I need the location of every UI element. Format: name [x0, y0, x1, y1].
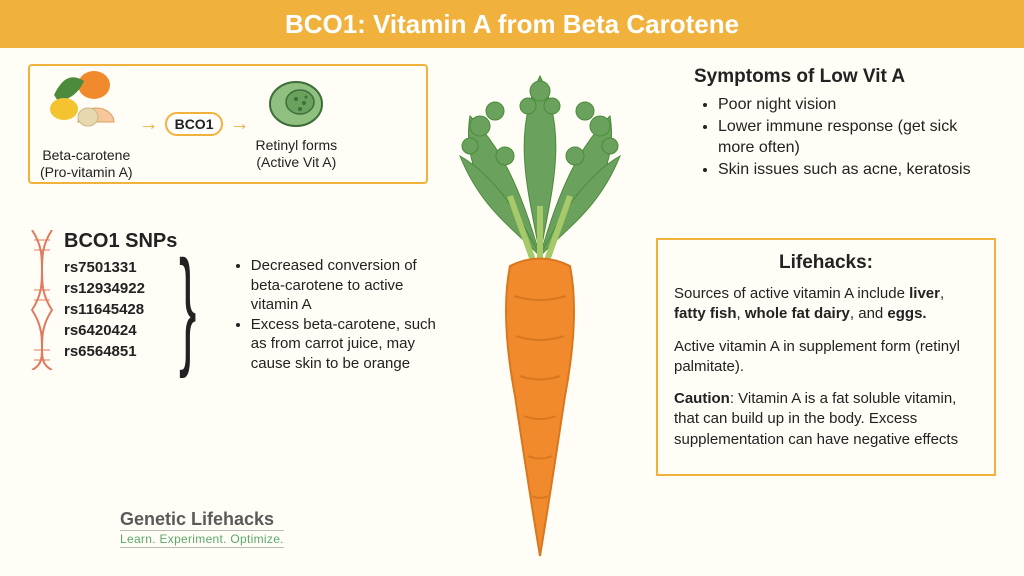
snp-id: rs7501331 [64, 257, 177, 278]
lifehacks-p2: Active vitamin A in supplement form (ret… [674, 337, 978, 378]
cell-group: Retinyl forms (Active Vit A) [255, 77, 337, 171]
snp-effect: Decreased conversion of beta-carotene to… [251, 256, 443, 315]
carrot-illustration [440, 56, 640, 566]
bco1-pill: BCO1 [165, 112, 224, 136]
snp-id: rs11645428 [64, 299, 177, 320]
lifehacks-p3: Caution: Vitamin A is a fat soluble vita… [674, 389, 978, 450]
symptom-item: Skin issues such as acne, keratosis [718, 159, 994, 181]
page-title: BCO1: Vitamin A from Beta Carotene [285, 9, 739, 40]
snp-id: rs6420424 [64, 320, 177, 341]
symptom-item: Poor night vision [718, 94, 994, 116]
retinyl-label: Retinyl forms (Active Vit A) [255, 137, 337, 171]
lifehacks-p1: Sources of active vitamin A include live… [674, 284, 978, 325]
arrow-right-icon: → [229, 113, 249, 136]
snps-heading: BCO1 SNPs [64, 230, 177, 253]
footer-logo: Genetic Lifehacks Learn. Experiment. Opt… [120, 509, 284, 548]
snp-id: rs6564851 [64, 341, 177, 362]
header-bar: BCO1: Vitamin A from Beta Carotene [0, 0, 1024, 48]
veg-group: Beta-carotene (Pro-vitamin A) [40, 67, 133, 181]
symptoms-heading: Symptoms of Low Vit A [694, 66, 994, 88]
brand-name: Genetic Lifehacks [120, 509, 274, 529]
curly-brace-icon: } [179, 248, 196, 373]
brand-tagline: Learn. Experiment. Optimize. [120, 530, 284, 548]
snp-id: rs12934922 [64, 278, 177, 299]
symptoms-block: Symptoms of Low Vit A Poor night vision … [694, 66, 994, 180]
lifehacks-heading: Lifehacks: [674, 252, 978, 274]
vegetables-icon [46, 67, 126, 142]
snps-block: BCO1 SNPs rs7501331 rs12934922 rs1164542… [28, 230, 448, 373]
symptom-item: Lower immune response (get sick more oft… [718, 116, 994, 159]
cell-icon [266, 77, 326, 132]
beta-carotene-label: Beta-carotene (Pro-vitamin A) [40, 147, 133, 181]
conversion-box: Beta-carotene (Pro-vitamin A) → BCO1 → R… [28, 64, 428, 184]
snp-effect: Excess beta-carotene, such as from carro… [251, 315, 443, 374]
lifehacks-box: Lifehacks: Sources of active vitamin A i… [656, 238, 996, 476]
arrow-right-icon: → [139, 113, 159, 136]
snps-list: rs7501331 rs12934922 rs11645428 rs642042… [64, 257, 177, 362]
snps-col: BCO1 SNPs rs7501331 rs12934922 rs1164542… [64, 230, 177, 373]
dna-icon [28, 230, 56, 370]
carrot-icon [440, 56, 640, 566]
snps-effects: Decreased conversion of beta-carotene to… [233, 230, 443, 373]
